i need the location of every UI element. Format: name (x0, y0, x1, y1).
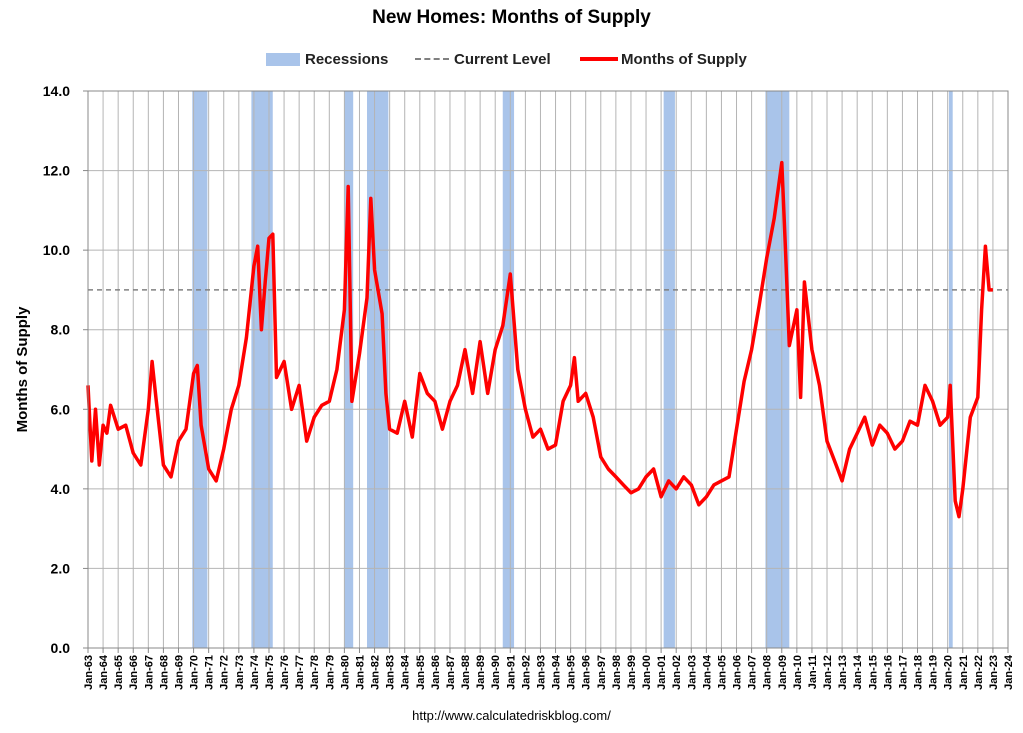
recession-band (502, 91, 515, 648)
chart-area: 0.0 2.0 4.0 6.0 8.0 10.0 12.0 14.0 Jan-63 Jan-64… (14, 83, 1015, 690)
plot-frame (87, 90, 1009, 649)
x-axis-tick-labels: Jan-63 Jan-64 Jan-65 Jan-66 Jan-67 Jan-68 Jan-… (83, 648, 1015, 690)
recession-band (663, 91, 675, 648)
x-tick-label: Jan-65 (113, 655, 125, 690)
recession-band (765, 91, 790, 648)
x-tick-label: Jan-90 (490, 655, 502, 690)
legend-item-current-level: Current Level (415, 48, 551, 70)
x-tick-label: Jan-18 (913, 655, 925, 690)
source-url: http://www.calculatedriskblog.com/ (412, 708, 611, 723)
y-tick-label: 4.0 (51, 481, 71, 497)
x-tick-label: Jan-93 (535, 655, 547, 690)
chart-title: New Homes: Months of Supply (372, 7, 651, 28)
y-tick-label: 10.0 (43, 242, 70, 258)
x-tick-label: Jan-87 (445, 655, 457, 690)
x-tick-label: Jan-02 (671, 655, 683, 690)
x-tick-label: Jan-08 (762, 655, 774, 690)
legend-swatch-recessions (266, 52, 300, 66)
x-tick-label: Jan-64 (98, 654, 110, 690)
x-tick-label: Jan-92 (520, 655, 532, 690)
x-tick-label: Jan-91 (505, 655, 517, 690)
y-tick-label: 6.0 (51, 401, 71, 417)
legend-item-months-of-supply: Months of Supply (580, 48, 747, 70)
x-tick-label: Jan-95 (566, 655, 578, 690)
x-tick-label: Jan-79 (324, 655, 336, 690)
y-tick-label: 12.0 (43, 163, 70, 179)
x-tick-label: Jan-99 (626, 655, 638, 690)
x-tick-label: Jan-96 (581, 655, 593, 690)
x-tick-label: Jan-94 (551, 654, 563, 690)
x-tick-label: Jan-11 (807, 655, 819, 689)
recession-band (251, 91, 273, 648)
x-tick-label: Jan-82 (370, 655, 382, 690)
x-tick-label: Jan-14 (852, 654, 864, 690)
x-tick-label: Jan-75 (264, 655, 276, 690)
x-tick-label: Jan-72 (219, 655, 231, 690)
vertical-gridlines (87, 91, 1009, 648)
x-tick-label: Jan-80 (339, 655, 351, 690)
legend-swatch-current-level (415, 58, 449, 60)
x-tick-label: Jan-19 (928, 655, 940, 690)
x-tick-label: Jan-74 (249, 654, 261, 690)
x-tick-label: Jan-85 (415, 655, 427, 690)
y-tick-label: 2.0 (51, 560, 71, 576)
x-tick-label: Jan-01 (656, 655, 668, 690)
x-tick-label: Jan-03 (686, 655, 698, 690)
x-tick-label: Jan-89 (475, 655, 487, 690)
recession-band (192, 91, 208, 648)
x-tick-label: Jan-86 (430, 655, 442, 690)
y-tick-label: 8.0 (51, 322, 71, 338)
legend-swatch-months-of-supply (580, 57, 618, 61)
x-tick-label: Jan-17 (897, 655, 909, 690)
x-tick-label: Jan-84 (400, 654, 412, 690)
y-tick-label: 0.0 (51, 640, 71, 656)
legend: Recessions Current Level Months of Suppl… (0, 48, 1023, 70)
recession-band (948, 91, 953, 648)
x-tick-label: Jan-98 (611, 655, 623, 690)
legend-label-current-level: Current Level (454, 50, 551, 68)
y-axis-label: Months of Supply (14, 306, 31, 432)
x-tick-label: Jan-06 (732, 655, 744, 690)
x-tick-label: Jan-97 (596, 655, 608, 690)
x-tick-label: Jan-83 (385, 655, 397, 690)
recession-band (344, 91, 354, 648)
x-tick-label: Jan-76 (279, 655, 291, 690)
y-tick-label: 14.0 (43, 83, 70, 99)
x-tick-label: Jan-21 (958, 655, 970, 690)
x-tick-label: Jan-22 (973, 655, 985, 690)
x-tick-label: Jan-78 (309, 655, 321, 690)
x-tick-label: Jan-05 (716, 655, 728, 690)
x-tick-label: Jan-63 (83, 655, 95, 690)
x-tick-label: Jan-15 (867, 655, 879, 690)
x-tick-label: Jan-71 (204, 655, 216, 690)
x-tick-label: Jan-70 (189, 655, 201, 690)
x-tick-label: Jan-12 (822, 655, 834, 690)
x-tick-label: Jan-81 (354, 655, 366, 690)
legend-item-recessions: Recessions (266, 48, 388, 70)
x-tick-label: Jan-16 (882, 655, 894, 690)
legend-label-months-of-supply: Months of Supply (621, 50, 747, 68)
x-tick-label: Jan-13 (837, 655, 849, 690)
x-tick-label: Jan-20 (943, 655, 955, 690)
x-tick-label: Jan-09 (777, 655, 789, 690)
x-tick-label: Jan-00 (641, 655, 653, 690)
x-tick-label: Jan-77 (294, 655, 306, 690)
x-tick-label: Jan-24 (1003, 654, 1015, 690)
x-tick-label: Jan-73 (234, 655, 246, 690)
x-tick-label: Jan-68 (158, 655, 170, 690)
legend-label-recessions: Recessions (305, 50, 389, 68)
y-axis-tick-labels: 0.0 2.0 4.0 6.0 8.0 10.0 12.0 14.0 (43, 83, 88, 656)
months-of-supply-line (86, 160, 993, 519)
x-tick-label: Jan-67 (143, 655, 155, 690)
x-tick-label: Jan-23 (988, 655, 1000, 690)
x-tick-label: Jan-10 (792, 655, 804, 690)
x-tick-label: Jan-04 (701, 654, 713, 690)
x-tick-label: Jan-07 (747, 655, 759, 690)
x-tick-label: Jan-69 (173, 655, 185, 690)
x-tick-label: Jan-88 (460, 655, 472, 690)
horizontal-gridlines (88, 90, 1008, 649)
x-tick-label: Jan-66 (128, 655, 140, 690)
